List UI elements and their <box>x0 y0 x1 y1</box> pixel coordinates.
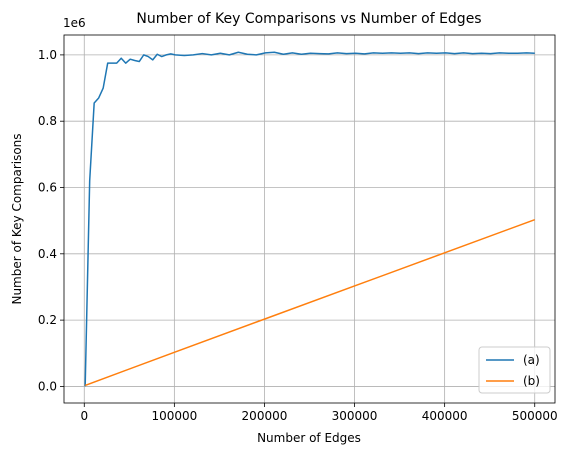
x-axis-ticks: 0 100000 200000 300000 400000 500000 <box>80 403 558 423</box>
series-line-a <box>84 51 535 387</box>
y-tick-label: 0.2 <box>38 313 57 327</box>
x-tick-label: 200000 <box>242 409 288 423</box>
y-tick-label: 0.6 <box>38 181 57 195</box>
y-axis-ticks: 0.0 0.2 0.4 0.6 0.8 1.0 <box>38 48 64 393</box>
plot-frame <box>63 34 556 404</box>
x-tick-label: 500000 <box>512 409 558 423</box>
x-tick-label: 0 <box>80 409 88 423</box>
x-tick-label: 300000 <box>332 409 378 423</box>
y-tick-label: 0.8 <box>38 114 57 128</box>
y-axis-label: Number of Key Comparisons <box>10 133 24 304</box>
y-tick-label: 1.0 <box>38 48 57 62</box>
y-tick-label: 0.0 <box>38 379 57 393</box>
x-tick-label: 400000 <box>422 409 468 423</box>
y-tick-label: 0.4 <box>38 247 57 261</box>
legend-label-a: (a) <box>523 353 540 367</box>
x-tick-label: 100000 <box>151 409 197 423</box>
plot-series <box>84 51 535 387</box>
legend-label-b: (b) <box>523 374 540 388</box>
x-axis-label: Number of Edges <box>257 431 361 445</box>
legend: (a) (b) <box>478 346 551 394</box>
series-line-b <box>84 218 535 387</box>
chart-title: Number of Key Comparisons vs Number of E… <box>136 11 481 27</box>
y-axis-offset-label: 1e6 <box>63 16 86 30</box>
grid-lines <box>64 35 555 403</box>
